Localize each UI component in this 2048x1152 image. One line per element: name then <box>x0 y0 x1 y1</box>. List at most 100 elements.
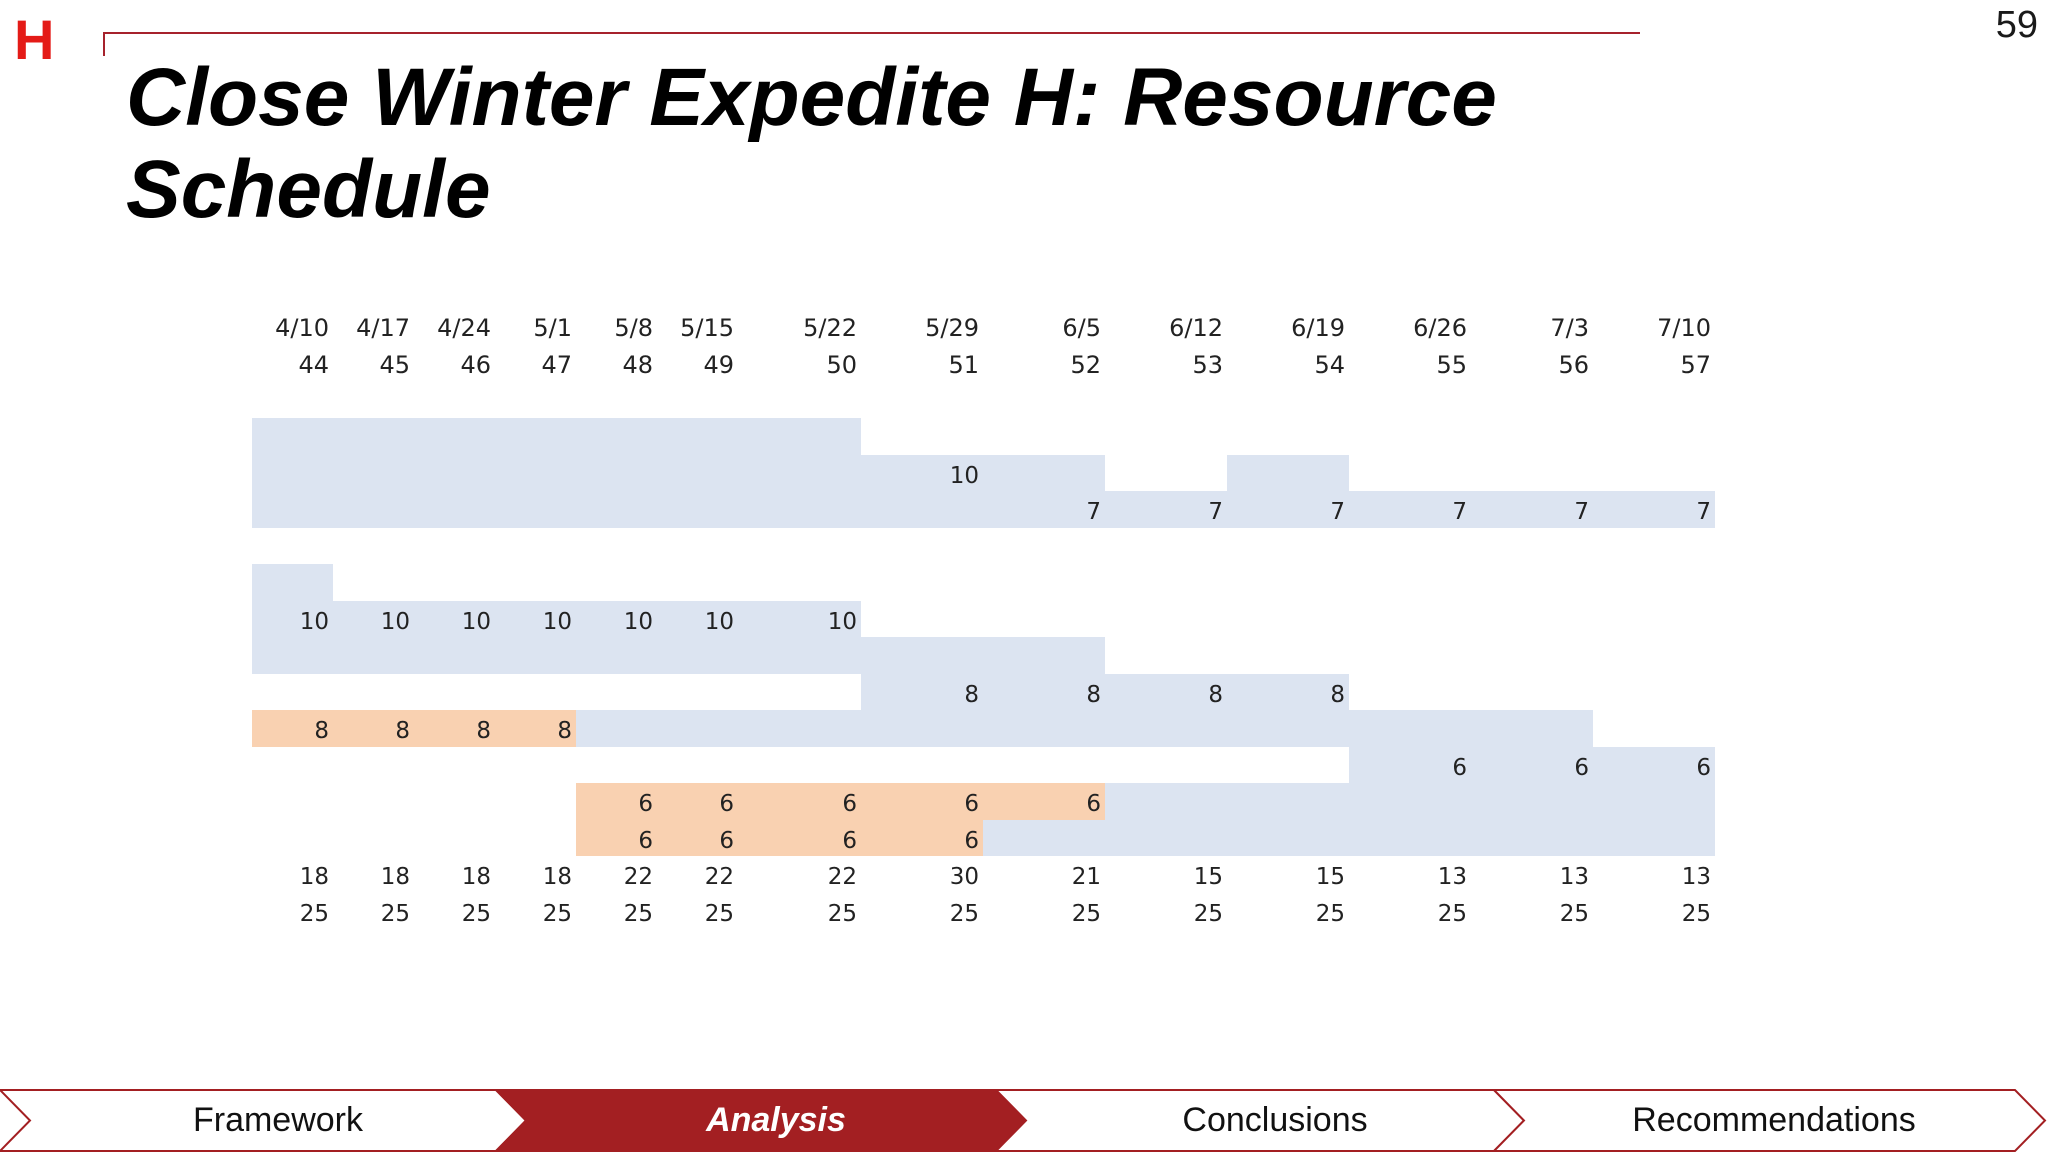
schedule-cell: 6 <box>738 819 861 856</box>
week-header: 46 <box>460 350 491 379</box>
schedule-cell <box>657 710 738 747</box>
schedule-cell: 8 <box>1105 673 1227 710</box>
capacity-cell: 25 <box>299 900 329 927</box>
schedule-cell <box>738 564 861 601</box>
total-cell: 13 <box>1559 864 1589 890</box>
schedule-cell <box>983 710 1105 747</box>
nav-item-conclusions[interactable]: Conclusions <box>1182 1101 1368 1139</box>
schedule-cell: 6 <box>738 783 861 820</box>
week-header: 57 <box>1680 350 1711 379</box>
nav-item-framework[interactable]: Framework <box>192 1101 364 1139</box>
top-rule-tick <box>103 32 105 56</box>
week-header: 45 <box>379 350 410 379</box>
schedule-cell: 7 <box>1227 491 1349 528</box>
schedule-cell <box>1105 601 1227 638</box>
schedule-cell <box>1105 528 1227 565</box>
schedule-cell <box>1227 418 1349 455</box>
schedule-cell <box>1105 564 1227 601</box>
schedule-cell <box>861 491 983 528</box>
schedule-cell <box>738 454 861 491</box>
schedule-cell: 6 <box>1349 746 1471 783</box>
schedule-cell: 8 <box>861 673 983 710</box>
date-header: 6/5 <box>1062 314 1101 342</box>
schedule-cell <box>738 637 861 674</box>
schedule-cell <box>1227 528 1349 565</box>
schedule-cell <box>1349 455 1471 492</box>
schedule-cell <box>1349 819 1471 856</box>
schedule-cell <box>738 528 861 565</box>
schedule-cell <box>1471 819 1593 856</box>
schedule-cell <box>861 601 983 638</box>
schedule-cell <box>1349 564 1471 601</box>
schedule-cell <box>576 637 657 674</box>
schedule-cell <box>861 637 983 674</box>
schedule-cell <box>333 820 414 857</box>
schedule-cell <box>657 564 738 601</box>
nav-item-recommendations[interactable]: Recommendations <box>1632 1101 1916 1139</box>
schedule-cell <box>1593 819 1715 856</box>
schedule-cell: 7 <box>1349 491 1471 528</box>
capacity-cell: 25 <box>704 900 734 927</box>
date-header: 6/19 <box>1291 314 1345 342</box>
schedule-cell <box>861 528 983 565</box>
schedule-cell <box>657 491 738 528</box>
schedule-cell <box>252 747 333 784</box>
schedule-cell <box>495 747 576 784</box>
nav-item-analysis[interactable]: Analysis <box>706 1101 846 1139</box>
capacity-cell: 25 <box>1559 900 1589 927</box>
schedule-cell: 6 <box>983 783 1105 820</box>
schedule-cell <box>252 820 333 857</box>
schedule-cell: 8 <box>333 710 414 747</box>
schedule-cell: 6 <box>861 819 983 856</box>
date-header: 4/10 <box>275 314 329 342</box>
schedule-cell: 10 <box>738 600 861 637</box>
schedule-cell <box>1227 601 1349 638</box>
section-nav: Framework Analysis Conclusions Recommend… <box>0 1089 2048 1152</box>
schedule-cell: 7 <box>1105 491 1227 528</box>
total-cell: 18 <box>299 864 329 890</box>
schedule-cell <box>738 747 861 784</box>
week-header: 49 <box>703 350 734 379</box>
schedule-cell <box>414 491 495 528</box>
schedule-cell <box>414 454 495 491</box>
schedule-cell <box>983 454 1105 491</box>
capacity-cell: 25 <box>623 900 653 927</box>
schedule-cell <box>657 747 738 784</box>
schedule-cell <box>252 491 333 528</box>
schedule-cell <box>983 564 1105 601</box>
schedule-cell: 8 <box>495 710 576 747</box>
schedule-cell <box>657 637 738 674</box>
capacity-cell: 25 <box>1315 900 1345 927</box>
total-cell: 13 <box>1437 864 1467 890</box>
schedule-cell <box>861 747 983 784</box>
schedule-cell: 8 <box>983 673 1105 710</box>
schedule-cell <box>252 637 333 674</box>
nav-chevron-recommendations <box>1491 1089 2047 1152</box>
schedule-cell <box>1349 674 1471 711</box>
page-title: Close Winter Expedite H: Resource Schedu… <box>126 52 1497 235</box>
week-header: 48 <box>622 350 653 379</box>
schedule-cell <box>414 564 495 601</box>
schedule-cell <box>333 528 414 565</box>
schedule-cell <box>983 637 1105 674</box>
total-cell: 18 <box>461 864 491 890</box>
total-cell: 18 <box>542 864 572 890</box>
schedule-cell <box>1105 747 1227 784</box>
schedule-cell: 6 <box>576 819 657 856</box>
capacity-cell: 25 <box>380 900 410 927</box>
schedule-cell <box>861 564 983 601</box>
schedule-cell: 10 <box>495 600 576 637</box>
schedule-cell <box>414 674 495 711</box>
schedule-cell <box>1593 783 1715 820</box>
schedule-cell <box>414 637 495 674</box>
schedule-cell <box>1227 783 1349 820</box>
capacity-cell: 25 <box>1071 900 1101 927</box>
total-cell: 15 <box>1315 864 1345 890</box>
schedule-cell <box>1227 454 1349 491</box>
schedule-cell <box>1471 418 1593 455</box>
schedule-cell <box>495 783 576 820</box>
schedule-cell <box>414 418 495 455</box>
schedule-cell <box>1105 637 1227 674</box>
schedule-cell: 6 <box>1593 746 1715 783</box>
